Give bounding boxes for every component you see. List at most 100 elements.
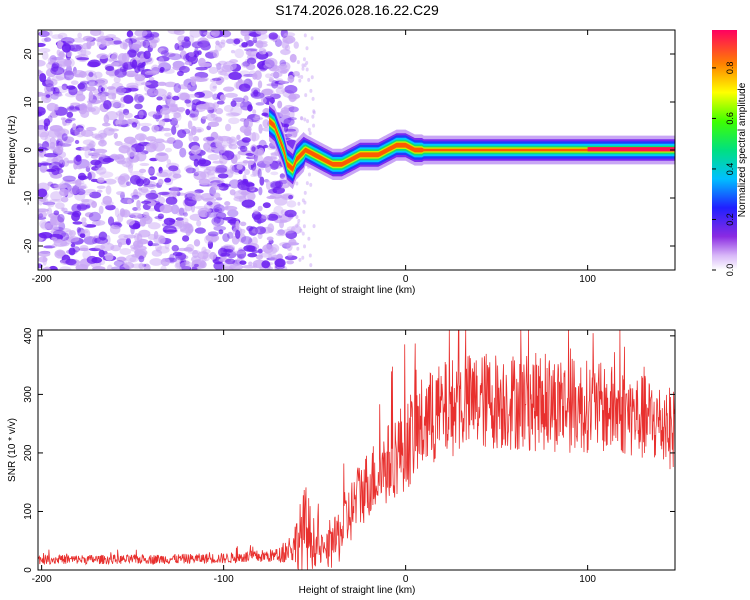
spectrogram-noise-blob: [193, 239, 201, 247]
spectrogram-trace-band: [269, 111, 675, 179]
spectrogram-noise-blob: [170, 117, 179, 126]
spectrogram-noise-blob: [50, 191, 63, 202]
spectrogram-noise-blob: [158, 119, 166, 128]
colorbar-ticks: 0.0 0.2 0.4 0.6 0.8: [712, 62, 735, 276]
spectrogram-noise-blob: [49, 198, 63, 203]
spectrogram-noise-blob: [301, 66, 305, 71]
spectrogram-noise-blob: [117, 241, 123, 248]
spectrogram-noise-blob: [273, 205, 284, 216]
spectrogram-noise-blob: [241, 41, 248, 48]
spectrogram-noise-blob: [134, 74, 146, 82]
spectrogram-noise-blob: [96, 185, 106, 189]
spectrogram-noise-blob: [123, 94, 134, 104]
spectrogram-noise-blob: [303, 117, 307, 122]
spectrogram-noise-blob: [160, 107, 171, 115]
spectrogram-noise-blob: [184, 61, 192, 66]
spectrogram-noise-blob: [99, 31, 105, 37]
spectrogram-noise-blob: [229, 189, 236, 196]
spectrogram-noise-blob: [277, 68, 289, 73]
spectrogram-y-tick-label: -10: [23, 190, 34, 205]
spectrogram-noise-blob: [250, 173, 257, 178]
spectrogram-noise-blob: [188, 225, 194, 234]
spectrogram-noise-blob: [193, 172, 199, 177]
spectrogram-noise-blob: [278, 80, 288, 84]
spectrogram-noise-blob: [97, 177, 105, 183]
spectrogram-noise-blob: [310, 75, 314, 80]
spectrogram-noise-blob: [300, 75, 304, 80]
spectrogram-noise-blob: [90, 178, 99, 183]
spectrogram-noise-blob: [151, 249, 163, 257]
spectrogram-noise-blob: [206, 201, 213, 206]
spectrogram-noise-blob: [45, 94, 51, 98]
spectrogram-y-tick-label: 20: [23, 48, 34, 60]
spectrogram-noise-blob: [253, 154, 264, 164]
spectrogram-noise-blob: [62, 175, 76, 182]
spectrogram-noise-blob: [83, 159, 88, 164]
spectrogram-noise-blob: [158, 166, 163, 174]
spectrogram-noise-blob: [47, 115, 53, 123]
spectrogram-noise-blob: [189, 30, 202, 38]
spectrogram-noise-blob: [110, 153, 119, 160]
spectrogram-noise-blob: [172, 173, 182, 179]
spectrogram-noise-blob: [116, 160, 127, 165]
spectrogram-noise-blob: [170, 109, 184, 115]
spectrogram-noise-blob: [56, 58, 70, 67]
spectrogram-noise-blob: [122, 108, 130, 116]
spectrogram-noise-blob: [217, 173, 229, 179]
spectrogram-noise-blob: [307, 127, 311, 132]
spectrogram-noise-blob: [101, 91, 110, 96]
spectrogram-noise-blob: [141, 200, 152, 204]
spectrogram-noise-blob: [140, 82, 152, 86]
spectrogram-noise-blob: [262, 88, 275, 99]
spectrogram-noise-blob: [177, 129, 187, 139]
spectrogram-noise-blob: [86, 40, 92, 50]
spectrogram-noise-blob: [112, 40, 123, 45]
spectrogram-noise-blob: [148, 166, 155, 176]
spectrogram-noise-blob: [101, 200, 114, 207]
spectrogram-noise-blob: [251, 131, 257, 142]
spectrogram-noise-blob: [280, 30, 288, 39]
spectrogram-y-tick-label: 10: [23, 96, 34, 108]
spectrogram-noise-blob: [81, 199, 96, 206]
spectrogram-noise-blob: [50, 66, 65, 76]
spectrogram-noise-blob: [100, 242, 115, 252]
spectrogram-noise-blob: [109, 100, 122, 108]
spectrogram-noise-blob: [38, 250, 51, 257]
snr-y-tick-label: 300: [23, 386, 34, 403]
spectrogram-noise-blob: [245, 152, 254, 157]
snr-y-label: SNR (10 * v/v): [7, 418, 18, 482]
spectrogram-y-tick-label: -20: [23, 238, 34, 253]
spectrogram-noise-blob: [220, 39, 226, 45]
spectrogram-noise-blob: [70, 243, 76, 248]
spectrogram-noise-blob: [307, 172, 311, 177]
spectrogram-noise-blob: [87, 172, 92, 181]
spectrogram-noise-blob: [115, 85, 127, 96]
spectrogram-noise-blob: [198, 158, 207, 165]
spectrogram-noise-blob: [60, 196, 69, 203]
spectrogram-noise-blob: [98, 249, 105, 258]
spectrogram-noise-blob: [304, 93, 308, 98]
spectrogram-noise-blob: [238, 70, 251, 78]
spectrogram-noise-blob: [232, 97, 246, 103]
spectrogram-noise-blob: [60, 138, 71, 143]
spectrogram-noise-blob: [257, 205, 263, 212]
spectrogram-noise-blob: [149, 176, 158, 181]
spectrogram-noise-blob: [58, 151, 67, 159]
spectrogram-noise-blob: [227, 244, 235, 250]
spectrogram-noise-blob: [99, 171, 114, 179]
spectrogram-noise-blob: [119, 42, 128, 49]
spectrogram-noise-blob: [102, 122, 111, 127]
spectrogram-noise-blob: [308, 253, 312, 258]
spectrogram-noise-blob: [282, 229, 296, 234]
spectrogram-noise-blob: [203, 168, 212, 174]
spectrogram-noise-blob: [153, 230, 159, 240]
spectrogram-noise-blob: [275, 232, 286, 237]
spectrogram-noise-blob: [139, 58, 145, 63]
spectrogram-noise-blob: [284, 209, 297, 218]
spectrogram-noise-blob: [266, 236, 274, 241]
spectrogram-noise-blob: [262, 244, 274, 254]
colorbar-tick-label: 0.4: [725, 163, 735, 176]
spectrogram-noise-blob: [60, 242, 70, 247]
spectrogram-noise-blob: [207, 240, 214, 250]
spectrogram-noise-blob: [168, 165, 179, 172]
